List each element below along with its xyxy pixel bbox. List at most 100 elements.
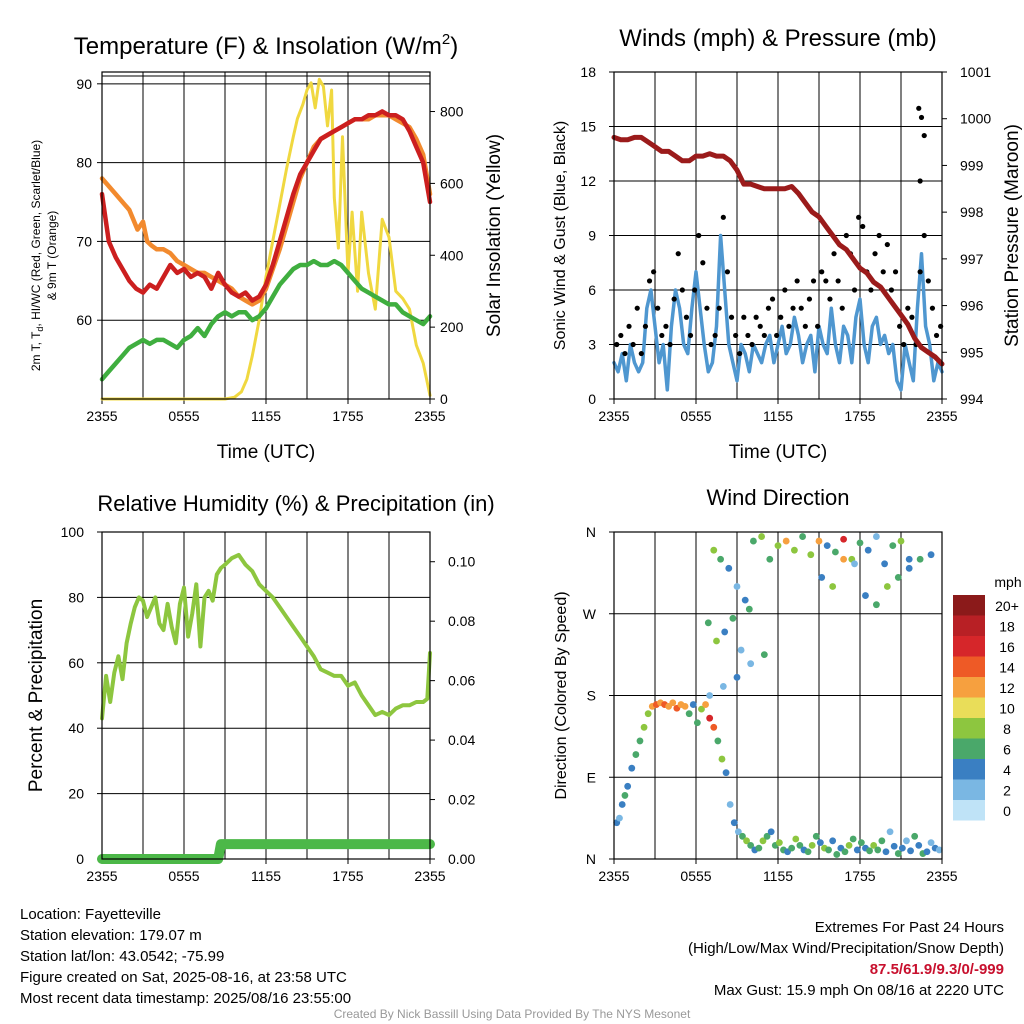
direction-point — [853, 846, 861, 854]
direction-point — [775, 839, 783, 847]
legend-label: 18 — [999, 619, 1015, 635]
gust-point — [933, 332, 940, 339]
direction-point — [767, 828, 775, 836]
gust-point — [916, 105, 922, 111]
direction-point — [894, 850, 902, 857]
y2-axis-label: Station Pressure (Maroon) — [1002, 124, 1023, 347]
direction-point — [856, 539, 864, 547]
direction-point — [849, 835, 857, 843]
y-tick-label: 15 — [580, 119, 596, 135]
gust-point — [753, 314, 759, 320]
direction-point — [743, 837, 750, 845]
pressure-line — [611, 134, 945, 367]
y-tick-label: 70 — [76, 233, 92, 249]
x-tick-label: 1155 — [763, 868, 793, 884]
gust-point — [614, 341, 620, 348]
direction-point — [898, 844, 906, 852]
gust-point — [856, 214, 862, 220]
direction-point — [873, 533, 880, 540]
gust-point — [905, 305, 911, 311]
max-gust: Max Gust: 15.9 mph On 08/16 at 2220 UTC — [713, 982, 1004, 999]
x-tick-label: 1155 — [763, 408, 793, 424]
direction-point — [733, 583, 741, 590]
plot-frame — [101, 531, 431, 860]
direction-point — [874, 846, 882, 854]
panel-winds: 2355 0555 1155 1755 235503691215189949959969… — [552, 25, 1023, 463]
direction-point — [905, 564, 913, 572]
direction-point — [894, 574, 902, 581]
x-tick-label: 1155 — [251, 408, 281, 424]
legend-label: 4 — [1003, 762, 1011, 778]
gust-point — [630, 341, 636, 348]
direction-point — [804, 848, 812, 856]
direction-point — [739, 832, 746, 840]
direction-point — [916, 555, 924, 563]
plot-frame — [613, 71, 943, 400]
y-tick-label: N — [586, 524, 596, 540]
gust-point — [810, 278, 817, 284]
chart-title: Relative Humidity (%) & Precipitation (i… — [97, 491, 494, 516]
direction-point — [808, 841, 816, 849]
direction-point — [737, 646, 745, 654]
temperature-series-line — [100, 77, 432, 401]
x-axis-label: Time (UTC) — [729, 442, 828, 463]
legend-label: 12 — [999, 680, 1015, 696]
gust-point — [659, 332, 665, 339]
direction-point — [845, 841, 853, 849]
gust-point — [745, 332, 751, 339]
direction-point — [791, 546, 798, 554]
direction-point — [640, 723, 648, 731]
speed-legend: mph 20+ 18 16 14 12 10 8 6 4 2 0 — [953, 574, 1022, 821]
direction-point — [829, 837, 837, 845]
chart-title: Wind Direction — [706, 485, 849, 510]
legend-label: 8 — [1003, 721, 1011, 737]
y2-tick-label: 1000 — [960, 111, 991, 127]
gust-point — [872, 251, 878, 257]
x-tick-label: 1155 — [251, 868, 281, 884]
direction-point — [796, 841, 804, 849]
y2-tick-label: 999 — [960, 157, 984, 173]
gust-point — [667, 341, 673, 348]
direction-point — [632, 751, 640, 758]
direction-point — [618, 801, 626, 808]
y-axis-label: Percent & Precipitation — [26, 599, 47, 792]
gust-point — [749, 341, 755, 348]
gust-point — [642, 323, 649, 329]
direction-point — [812, 832, 820, 840]
direction-point — [857, 839, 865, 847]
direction-point — [750, 537, 757, 545]
x-axis-label: Time (UTC) — [217, 442, 316, 463]
extremes-heading: Extremes For Past 24 Hours — [814, 919, 1004, 936]
direction-point — [725, 564, 733, 572]
y-tick-label: 0 — [588, 391, 596, 407]
direction-point — [903, 837, 910, 845]
y-tick-label: 100 — [61, 524, 85, 540]
y-tick-label: 60 — [68, 655, 84, 671]
direction-point — [890, 842, 898, 850]
direction-point — [840, 535, 847, 543]
direction-point — [766, 555, 774, 563]
gust-point — [651, 269, 657, 275]
direction-point — [755, 844, 763, 852]
direction-point — [710, 546, 718, 554]
gust-point — [901, 341, 907, 348]
y2-tick-label: 0.10 — [448, 554, 475, 570]
legend-swatch — [953, 800, 985, 821]
legend-label: 6 — [1003, 742, 1011, 758]
direction-point — [726, 801, 734, 808]
direction-point — [907, 847, 914, 855]
direction-point — [710, 723, 718, 731]
gust-point — [843, 232, 849, 239]
credit-line: Created By Nick Bassill Using Data Provi… — [333, 1007, 691, 1021]
gust-point — [888, 287, 895, 293]
gust-point — [884, 241, 890, 248]
x-tick-label: 0555 — [168, 408, 199, 424]
chart-title: Temperature (F) & Insolation (W/m2) — [74, 31, 458, 60]
gust-point — [683, 314, 690, 320]
gust-point — [917, 178, 923, 184]
gust-point — [700, 260, 706, 266]
x-tick-label: 2355 — [86, 868, 117, 884]
direction-point — [616, 814, 623, 822]
y2-tick-label: 0.06 — [448, 673, 475, 689]
